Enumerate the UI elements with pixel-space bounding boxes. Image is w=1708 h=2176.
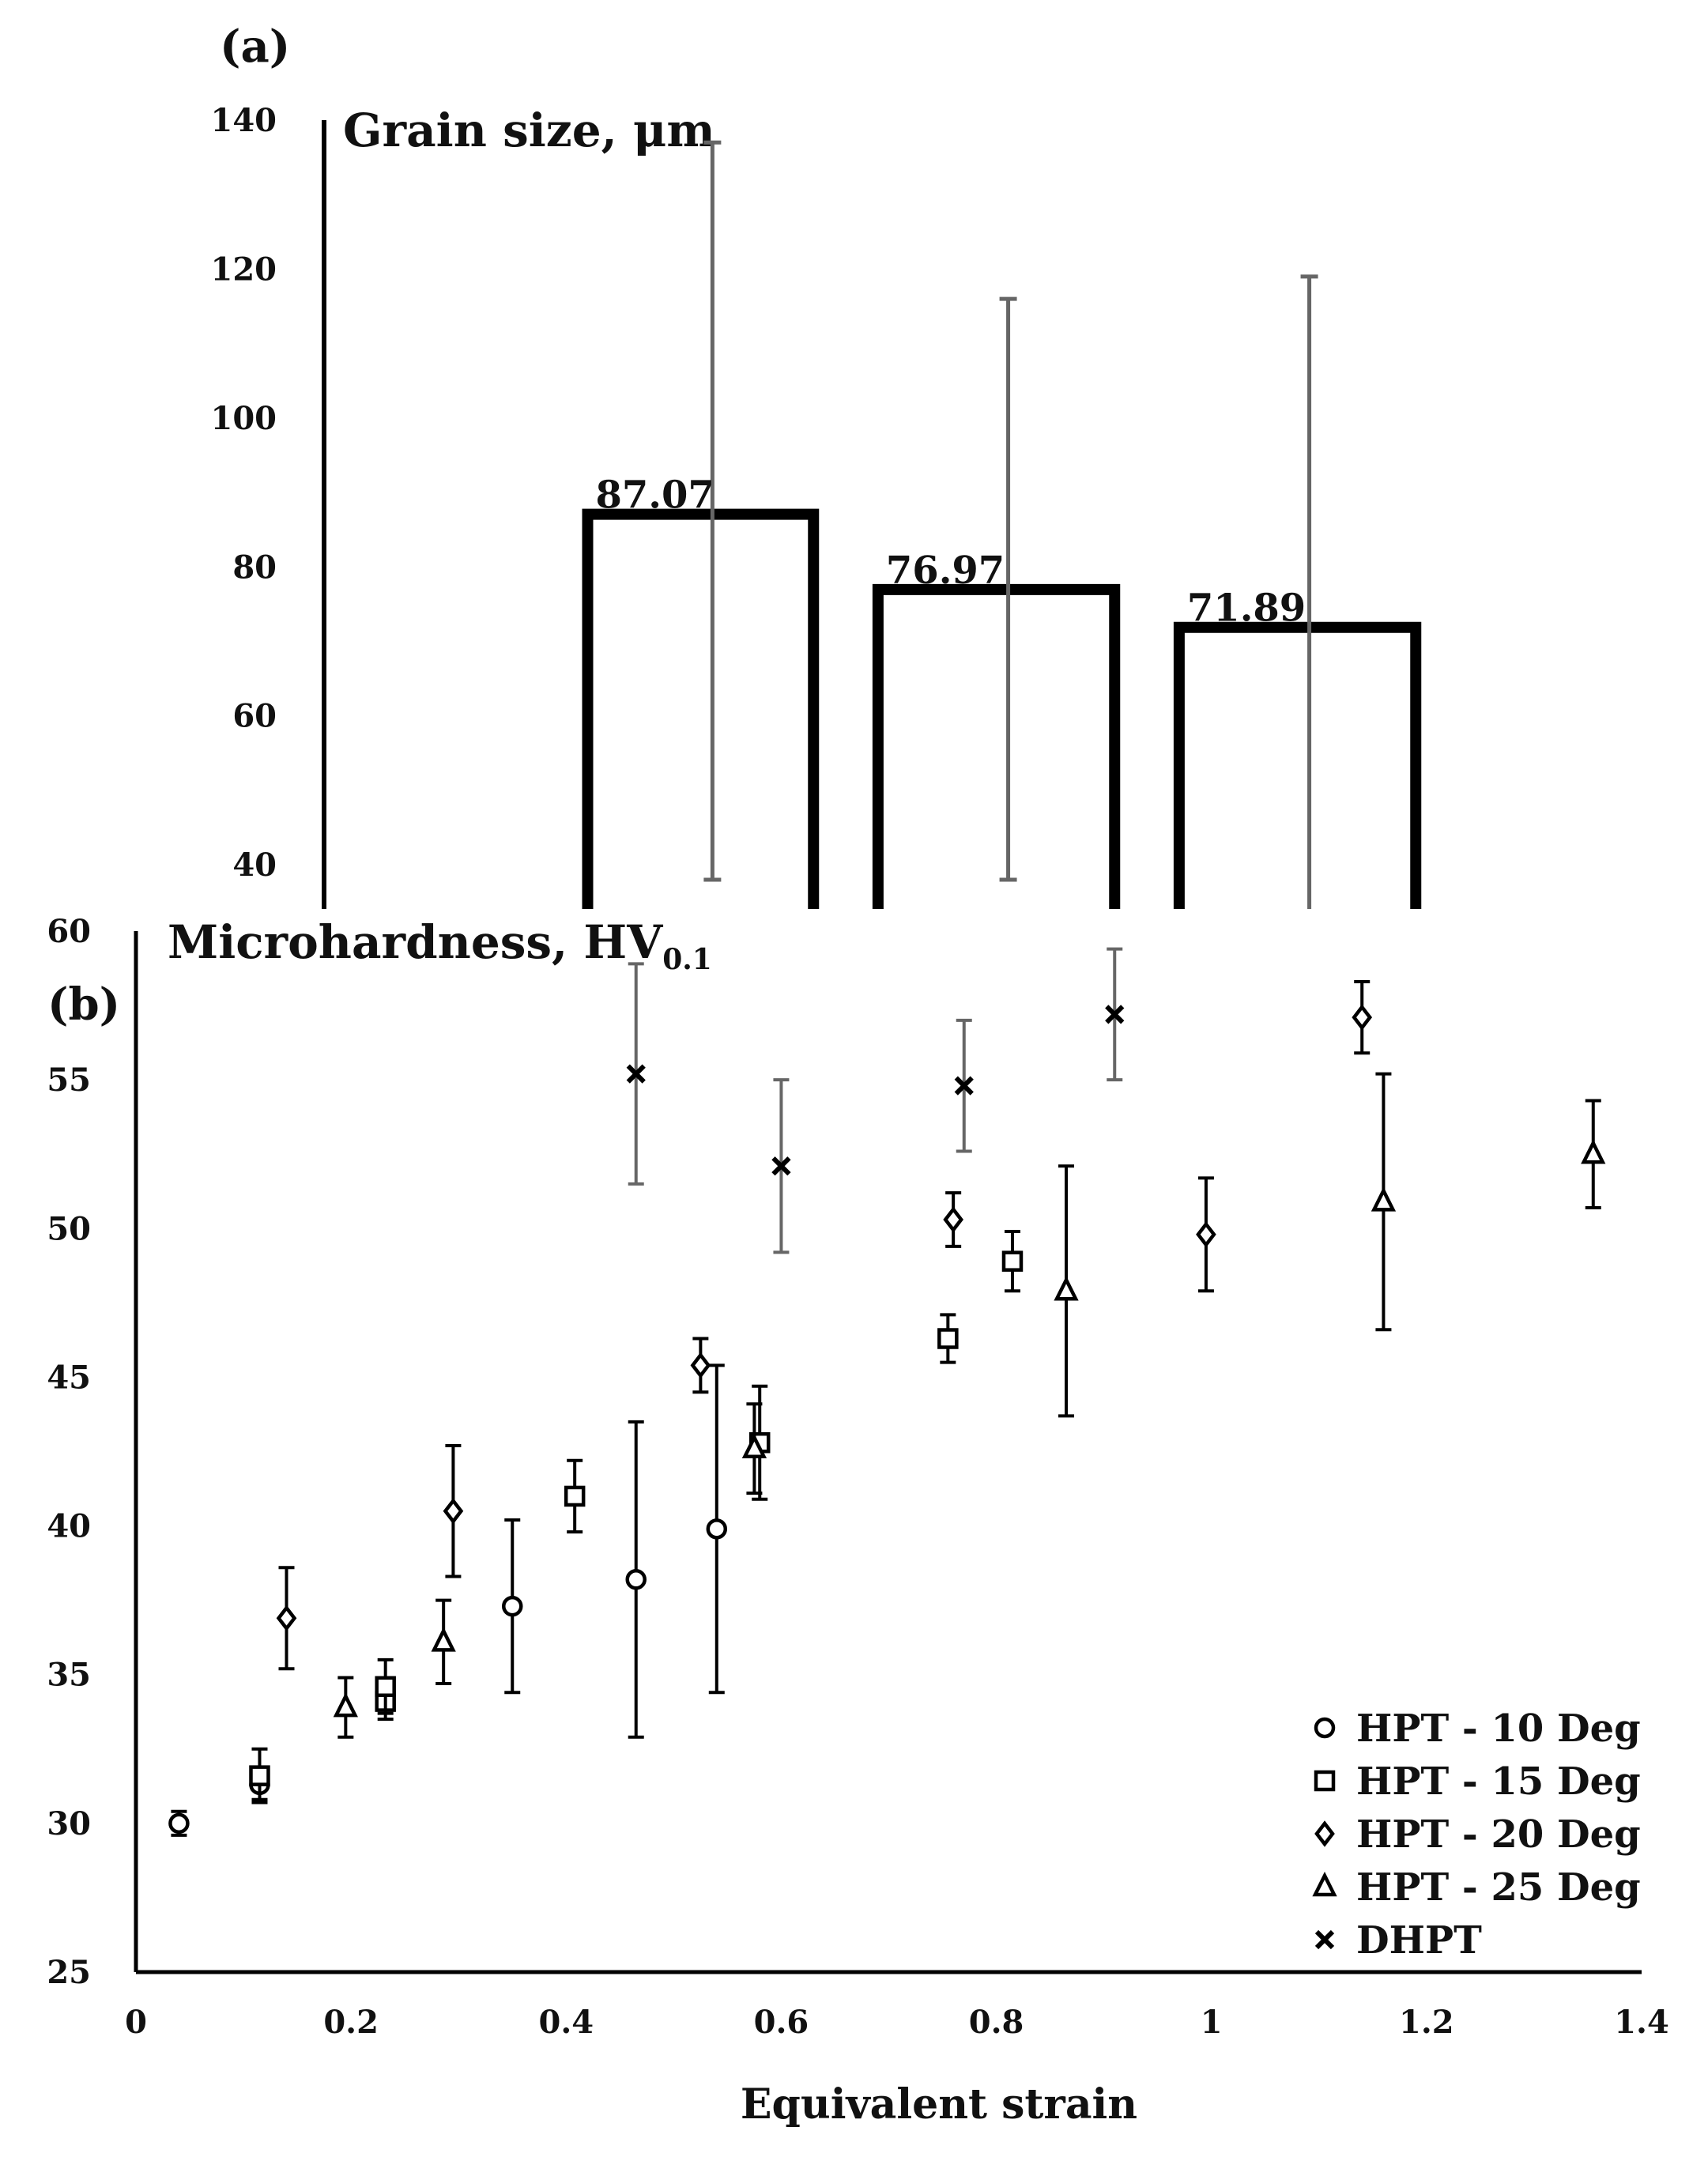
panel-b-microhardness-chart: Microhardness, HV0.1 (b) Equivalent stra…	[47, 909, 1707, 2172]
series-hpt-10-deg	[168, 1363, 728, 1837]
square-marker	[564, 1485, 586, 1507]
square-marker	[1314, 1770, 1336, 1792]
x-marker-stroke	[771, 1156, 791, 1176]
panel-b-label: (b)	[47, 979, 120, 1031]
grain-size-bar-label: 87.07	[596, 473, 714, 518]
diamond-marker	[943, 1206, 963, 1233]
panel-a-y-tick-label: 60	[232, 698, 277, 735]
circle-marker	[1314, 1717, 1336, 1739]
legend-item: HPT - 10 Deg	[1314, 1706, 1641, 1751]
x-marker-stroke	[626, 1064, 646, 1084]
diamond-marker	[1314, 1820, 1335, 1847]
square-marker	[249, 1765, 270, 1786]
panel-b-y-tick-label: 35	[47, 1657, 91, 1694]
circle-marker	[502, 1595, 523, 1617]
panel-a-y-tick-label: 40	[232, 847, 277, 884]
diamond-marker	[443, 1498, 464, 1525]
legend-item: HPT - 25 Deg	[1312, 1865, 1641, 1910]
triangle-marker	[1581, 1139, 1606, 1164]
panel-b-x-tick-label: 0.6	[754, 2004, 809, 2041]
panel-b-y-tick-label: 30	[47, 1805, 91, 1842]
circle-marker	[625, 1569, 647, 1590]
legend-label: HPT - 15 Deg	[1356, 1759, 1641, 1804]
legend-label: HPT - 10 Deg	[1356, 1706, 1641, 1751]
legend: HPT - 10 Deg HPT - 15 Deg HPT - 20 Deg HPT …	[1312, 1706, 1641, 1963]
panel-b-x-tick-label: 0.2	[323, 2004, 379, 2041]
panel-b-title-subscript: 0.1	[662, 943, 712, 976]
legend-label: DHPT	[1356, 1918, 1482, 1963]
panel-a-y-tick-label: 140	[211, 102, 277, 139]
x-marker	[954, 1076, 974, 1096]
diamond-marker	[1352, 1004, 1373, 1031]
circle-marker	[706, 1518, 728, 1540]
panel-b-x-tick-label: 0	[125, 2004, 147, 2041]
panel-b-y-tick-label: 40	[47, 1508, 91, 1545]
panel-b-y-tick-label: 50	[47, 1210, 91, 1247]
x-marker	[1314, 1929, 1335, 1950]
diamond-marker	[690, 1352, 711, 1379]
grain-size-bar	[1173, 621, 1422, 909]
square-marker	[937, 1328, 959, 1349]
grain-size-bar	[582, 508, 820, 909]
diamond-marker	[1196, 1221, 1216, 1248]
circle-marker	[168, 1812, 190, 1835]
square-marker	[1001, 1250, 1024, 1272]
panel-b-y-tick-labels: 25 30 35 40 45 50 55 60	[47, 913, 91, 1991]
panel-b-x-tick-label: 0.4	[538, 2004, 594, 2041]
grain-size-bar-label: 76.97	[886, 549, 1005, 593]
triangle-marker	[1312, 1871, 1337, 1897]
x-marker	[1105, 1005, 1125, 1024]
legend-label: HPT - 20 Deg	[1356, 1812, 1641, 1857]
panel-a-label: (a)	[220, 21, 290, 73]
legend-item: DHPT	[1314, 1918, 1482, 1963]
panel-b-y-tick-label: 25	[47, 1954, 91, 1991]
grain-size-bar	[872, 583, 1121, 909]
grain-size-bar-label: 71.89	[1187, 586, 1306, 631]
panel-b-title: Microhardness, HV0.1	[168, 915, 712, 976]
triangle-marker	[431, 1627, 456, 1652]
series-hpt-15-deg	[249, 1230, 1024, 1805]
panel-b-x-tick-label: 1.2	[1399, 2004, 1454, 2041]
legend-label: HPT - 25 Deg	[1356, 1865, 1641, 1910]
legend-item: HPT - 15 Deg	[1314, 1759, 1641, 1804]
x-marker	[771, 1156, 791, 1176]
triangle-marker	[333, 1692, 358, 1718]
panel-a-y-tick-label: 80	[232, 549, 277, 586]
triangle-marker	[741, 1433, 767, 1458]
series-hpt-20-deg	[276, 979, 1373, 1671]
triangle-marker	[1054, 1276, 1079, 1301]
panel-a-title: Grain size, μm	[343, 104, 715, 157]
panel-b-x-tick-label: 0.8	[969, 2004, 1024, 2041]
x-marker	[626, 1064, 646, 1084]
panel-b-x-tick-label: 1.4	[1614, 2004, 1669, 2041]
x-marker-stroke	[954, 1076, 974, 1096]
x-marker-stroke	[1314, 1929, 1335, 1950]
series-hpt-25-deg	[333, 1072, 1606, 1739]
legend-item: HPT - 20 Deg	[1314, 1812, 1641, 1857]
panel-b-title-main: Microhardness, HV	[168, 915, 663, 969]
panel-b-data-points	[168, 947, 1606, 1837]
x-axis-title: Equivalent strain	[741, 2080, 1137, 2129]
series-dhpt	[626, 947, 1125, 1254]
square-marker	[375, 1676, 396, 1698]
panel-b-x-tick-labels: 0 0.2 0.4 0.6 0.8 1 1.2 1.4	[125, 2004, 1669, 2041]
panel-a-y-tick-label: 100	[211, 400, 277, 437]
panel-b-y-tick-label: 60	[47, 913, 91, 950]
diamond-marker	[276, 1605, 297, 1631]
x-marker-stroke	[1105, 1005, 1125, 1024]
panel-a-bars: 87.07 76.97 71.89	[582, 140, 1422, 979]
panel-b-x-tick-label: 1	[1201, 2004, 1223, 2041]
panel-a-y-tick-label: 120	[211, 251, 277, 288]
panel-b-y-tick-label: 45	[47, 1359, 91, 1396]
panel-b-mask	[142, 909, 1707, 2172]
panel-b-y-tick-label: 55	[47, 1062, 91, 1099]
triangle-marker	[1371, 1186, 1397, 1212]
